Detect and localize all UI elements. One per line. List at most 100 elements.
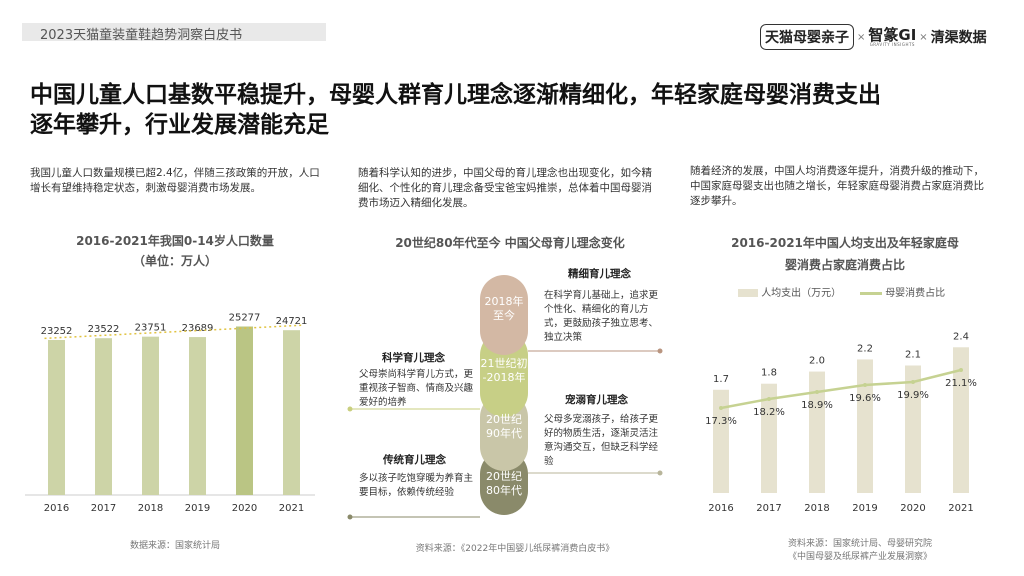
line-data-label: 21.1% [945, 378, 977, 389]
line-data-label: 17.3% [705, 416, 737, 427]
tick-label: 2016 [708, 503, 733, 514]
stage-label: 20世纪 [486, 413, 522, 426]
col3-intro: 随着经济的发展，中国人均消费逐年提升，消费升级的推动下，中国家庭母婴支出也随之增… [690, 165, 984, 207]
legend-item-share: 母婴消费占比 [860, 284, 945, 299]
tick-label: 2018 [138, 503, 163, 514]
data-label: 23252 [41, 326, 73, 337]
concept-title: 传统育儿理念 [383, 454, 446, 466]
qingqu-logo: 清渠数据 [930, 30, 987, 46]
line-point [815, 390, 819, 394]
concept-desc: 父母崇尚科学育儿方式，更重视孩子智商、情商及兴趣爱好的培养 [359, 369, 474, 408]
bar [713, 389, 729, 493]
bar-data-label: 2.2 [857, 343, 873, 354]
concept-title: 精细育儿理念 [568, 268, 631, 280]
stage-capsule-2000s [480, 331, 528, 417]
header-bar [22, 23, 326, 41]
col1-chart-title: 2016-2021年我国0-14岁人口数量 [76, 234, 274, 248]
gravity-insights-logo: 智篆GI GRAVITY INSIGHTS [868, 25, 917, 47]
page-title-line1: 中国儿童人口基数平稳提升，母婴人群育儿理念逐渐精细化，年轻家庭母婴消费支出 [30, 82, 881, 108]
brand-separator: × [919, 31, 928, 43]
bar [761, 383, 777, 493]
col1-chart-unit: （单位：万人） [132, 254, 217, 268]
bar [48, 339, 65, 495]
legend-swatch-line [860, 291, 882, 295]
tick-label: 2021 [948, 503, 973, 514]
bar [953, 347, 969, 493]
parenting-timeline: 2018年 至今 21世纪初 -2018年 20世纪 90年代 20世纪 80年… [347, 275, 663, 520]
stage-capsule-2018 [480, 275, 528, 355]
col2-source: 资料来源：《2022年中国婴儿纸尿裤消费白皮书》 [415, 544, 615, 554]
tick-label: 2016 [44, 503, 69, 514]
stage-label: 20世纪 [486, 470, 522, 483]
tick-label: 2019 [185, 503, 210, 514]
bar [95, 338, 112, 495]
concept-desc: 多以孩子吃饱穿暖为养育主要目标，依赖传统经验 [359, 473, 474, 498]
brand-logos: 天猫母婴亲子 × 智篆GI GRAVITY INSIGHTS × 清渠数据 [760, 22, 987, 52]
gi-logo-subtext: GRAVITY INSIGHTS [869, 41, 915, 47]
tmall-logo: 天猫母婴亲子 [760, 24, 854, 50]
connector-dot [347, 514, 353, 520]
stage-label: 80年代 [486, 483, 522, 497]
bar [809, 371, 825, 493]
line-data-label: 19.9% [897, 390, 929, 401]
line-data-label: 18.9% [801, 400, 833, 411]
stage-label: 2018年 [485, 294, 524, 308]
col2-intro: 随着科学认知的进步，中国父母的育儿理念也出现变化，如今精细化、个性化的育儿理念备… [358, 167, 652, 209]
tick-label: 2017 [756, 503, 781, 514]
population-bar-chart: 23252 2016 23522 2017 23751 2018 23689 2019 2527… [25, 312, 315, 514]
data-label: 23522 [88, 324, 120, 335]
tick-label: 2020 [232, 503, 257, 514]
brand-separator: × [857, 31, 866, 43]
col3-chart-title-line1: 2016-2021年中国人均支出及年轻家庭母 [731, 236, 959, 250]
tick-label: 2021 [279, 503, 304, 514]
page-title: 中国儿童人口基数平稳提升，母婴人群育儿理念逐渐精细化，年轻家庭母婴消费支出 逐年… [30, 80, 1000, 140]
legend-label: 母婴消费占比 [885, 288, 946, 299]
bar-data-label: 1.8 [761, 368, 777, 379]
stage-label: -2018年 [483, 370, 526, 384]
legend-swatch-bar [738, 289, 758, 297]
tick-label: 2019 [852, 503, 877, 514]
share-line [720, 368, 962, 410]
page-title-line2: 逐年攀升，行业发展潜能充足 [30, 112, 329, 138]
connector-dot [657, 470, 663, 476]
data-label: 25277 [229, 312, 261, 323]
concept-desc: 父母多宠溺孩子，给孩子更好的物质生活，逐渐灵活注意沟通交互，但缺乏科学经验 [544, 414, 659, 467]
bar [857, 359, 873, 493]
concept-title: 宠溺育儿理念 [565, 394, 628, 406]
col2-chart-title: 20世纪80年代至今 中国父母育儿理念变化 [395, 236, 625, 250]
col1-intro: 我国儿童人口数量规模已超2.4亿，伴随三孩政策的开放，人口增长有望维持稳定状态，… [30, 167, 320, 194]
data-label: 23751 [135, 323, 167, 334]
col3-chart-title-line2: 婴消费占家庭消费占比 [784, 258, 905, 272]
tick-label: 2018 [804, 503, 829, 514]
data-label: 24721 [276, 316, 308, 327]
line-point [863, 383, 867, 387]
line-data-label: 19.6% [849, 393, 881, 404]
bar-data-label: 2.1 [905, 350, 921, 361]
stage-label: 90年代 [486, 426, 522, 440]
spend-combo-chart: 1.7 2016 1.8 2017 2.0 2018 2.2 2019 2.1 2020 2.4 20… [705, 331, 977, 514]
tick-label: 2017 [91, 503, 116, 514]
line-point [959, 368, 963, 372]
col3-source-line1: 资料来源：国家统计局、母婴研究院 [787, 539, 932, 549]
concept-desc: 在科学育儿基础上，追求更个性化、精细化的育儿方式，更鼓励孩子独立思考、独立决策 [544, 290, 659, 343]
tick-label: 2020 [900, 503, 925, 514]
bar-data-label: 2.0 [809, 356, 825, 367]
connector-dot [657, 348, 663, 354]
bar [236, 326, 253, 495]
data-label: 23689 [182, 323, 214, 334]
bar-data-label: 2.4 [953, 331, 969, 342]
bar-data-label: 1.7 [713, 374, 729, 385]
stage-label: 至今 [493, 308, 515, 322]
report-title: 2023天猫童装童鞋趋势洞察白皮书 [40, 28, 243, 43]
line-data-label: 18.2% [753, 407, 785, 418]
line-point [911, 380, 915, 384]
legend-label: 人均支出（万元） [761, 288, 842, 299]
concept-title: 科学育儿理念 [382, 352, 445, 364]
gi-logo-text: 智篆GI [868, 25, 917, 44]
col3-source-line2: 《中国母婴及纸尿裤产业发展洞察》 [787, 552, 932, 562]
connector-dot [347, 406, 353, 412]
bar [283, 330, 300, 495]
bar [905, 365, 921, 493]
line-point [767, 397, 771, 401]
stage-label: 21世纪初 [481, 356, 528, 370]
